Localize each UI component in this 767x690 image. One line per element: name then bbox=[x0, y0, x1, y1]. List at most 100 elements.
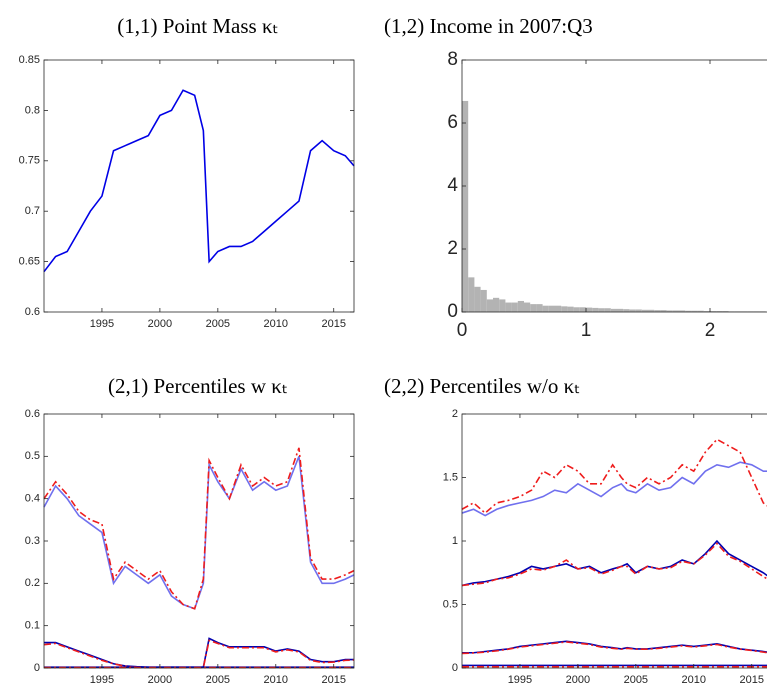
x-tick-label: 2 bbox=[705, 320, 716, 341]
histogram-bar bbox=[672, 310, 679, 312]
histogram-bar bbox=[486, 299, 493, 312]
y-tick-label: 0.4 bbox=[25, 493, 40, 505]
y-tick-label: 8 bbox=[447, 49, 458, 70]
histogram-bar bbox=[586, 307, 593, 312]
y-tick-label: 0.6 bbox=[25, 408, 40, 420]
x-tick-label: 2015 bbox=[739, 674, 763, 686]
y-tick-label: 4 bbox=[447, 175, 458, 196]
histogram-bar bbox=[666, 310, 673, 312]
histogram-bar bbox=[691, 310, 698, 312]
histogram-bar bbox=[579, 307, 586, 312]
histogram-bar bbox=[555, 305, 562, 312]
line-series bbox=[461, 438, 767, 515]
y-tick-label: 0.65 bbox=[19, 256, 40, 268]
line-series bbox=[43, 639, 355, 669]
x-tick-label: 2005 bbox=[624, 674, 648, 686]
y-tick-label: 0.1 bbox=[25, 620, 40, 632]
x-tick-label: 0 bbox=[457, 320, 468, 341]
histogram-bar bbox=[462, 100, 469, 312]
histogram-bar bbox=[524, 302, 531, 312]
histogram-bar bbox=[685, 310, 692, 312]
chart-title: (1,2) Income in 2007:Q3 bbox=[384, 14, 593, 38]
line-series bbox=[461, 641, 767, 655]
histogram-bar bbox=[654, 310, 661, 312]
histogram-bar bbox=[722, 311, 729, 312]
x-tick-label: 1995 bbox=[90, 674, 114, 686]
histogram-bar bbox=[474, 286, 481, 312]
histogram-bar bbox=[592, 307, 599, 312]
y-tick-label: 0.6 bbox=[25, 306, 40, 318]
histogram-bar bbox=[635, 309, 642, 312]
histogram-bar bbox=[468, 277, 475, 312]
histogram-bar bbox=[716, 311, 723, 312]
y-tick-label: 0.5 bbox=[25, 450, 40, 462]
histogram-bar bbox=[542, 305, 549, 312]
histogram-bar bbox=[567, 306, 574, 312]
histogram-bar bbox=[561, 306, 568, 312]
histogram-bar bbox=[629, 309, 636, 312]
axes-frame bbox=[43, 59, 355, 313]
y-tick-label: 0.3 bbox=[25, 535, 40, 547]
x-tick-label: 2010 bbox=[264, 674, 288, 686]
histogram-bar bbox=[530, 304, 537, 312]
histogram-bar bbox=[499, 299, 506, 312]
histogram-bar bbox=[480, 289, 487, 312]
x-tick-label: 2005 bbox=[206, 674, 230, 686]
y-tick-label: 2 bbox=[452, 408, 458, 420]
chart-title: (2,2) Percentiles w/o κₜ bbox=[384, 374, 580, 398]
x-tick-label: 2000 bbox=[148, 318, 172, 330]
line-series bbox=[461, 542, 767, 587]
x-tick-label: 1995 bbox=[508, 674, 532, 686]
plot-area bbox=[462, 414, 767, 668]
y-tick-label: 0.5 bbox=[443, 598, 458, 610]
y-tick-label: 0 bbox=[447, 301, 458, 322]
x-tick-label: 2000 bbox=[148, 674, 172, 686]
plot-area bbox=[462, 60, 767, 312]
histogram-bar bbox=[710, 311, 717, 312]
plot-area bbox=[44, 60, 354, 312]
histogram-bar bbox=[493, 297, 500, 312]
histogram-bar bbox=[610, 308, 617, 312]
histogram-bar bbox=[617, 308, 624, 312]
y-tick-label: 2 bbox=[447, 238, 458, 259]
histogram-bar bbox=[660, 310, 667, 312]
x-tick-label: 2015 bbox=[321, 318, 345, 330]
line-series bbox=[43, 89, 355, 273]
line-series bbox=[461, 461, 767, 517]
y-tick-label: 0.75 bbox=[19, 155, 40, 167]
y-tick-label: 0 bbox=[452, 662, 458, 674]
histogram-bar bbox=[641, 309, 648, 312]
line-series bbox=[43, 447, 355, 610]
histogram-bar bbox=[505, 302, 512, 312]
histogram-bar bbox=[604, 308, 611, 312]
histogram-bar bbox=[679, 310, 686, 312]
x-tick-label: 1 bbox=[581, 320, 592, 341]
histogram-bar bbox=[598, 308, 605, 312]
histogram-bar bbox=[648, 309, 655, 312]
x-tick-label: 2010 bbox=[682, 674, 706, 686]
y-tick-label: 0.8 bbox=[25, 104, 40, 116]
y-tick-label: 0.85 bbox=[19, 54, 40, 66]
chart-title: (1,1) Point Mass κₜ bbox=[117, 14, 278, 38]
histogram-bar bbox=[573, 307, 580, 312]
y-tick-label: 0.7 bbox=[25, 205, 40, 217]
x-tick-label: 2005 bbox=[206, 318, 230, 330]
x-tick-label: 1995 bbox=[90, 318, 114, 330]
histogram-bar bbox=[703, 311, 710, 312]
y-tick-label: 0 bbox=[34, 662, 40, 674]
x-tick-label: 2015 bbox=[321, 674, 345, 686]
histogram-bar bbox=[536, 304, 543, 312]
histogram-bar bbox=[517, 300, 524, 312]
y-tick-label: 1 bbox=[452, 535, 458, 547]
histogram-bar bbox=[697, 310, 704, 312]
histogram-bar bbox=[623, 309, 630, 312]
y-tick-label: 6 bbox=[447, 112, 458, 133]
y-tick-label: 1.5 bbox=[443, 471, 458, 483]
plot-area bbox=[44, 414, 354, 668]
x-tick-label: 2000 bbox=[566, 674, 590, 686]
chart-title: (2,1) Percentiles w κₜ bbox=[108, 374, 288, 398]
histogram-bar bbox=[511, 302, 518, 312]
y-tick-label: 0.2 bbox=[25, 577, 40, 589]
